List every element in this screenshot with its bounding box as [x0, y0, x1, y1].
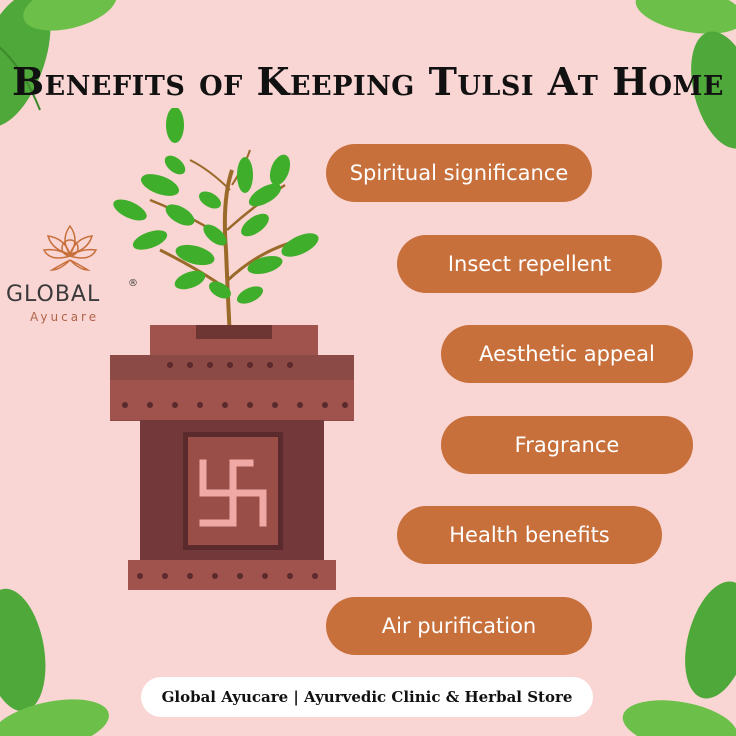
benefit-label: Aesthetic appeal [479, 342, 655, 366]
benefit-pill-spiritual: Spiritual significance [326, 144, 592, 202]
benefit-label: Air purification [381, 614, 537, 638]
benefit-label: Fragrance [514, 433, 620, 457]
benefit-pill-health: Health benefits [397, 506, 662, 564]
logo-registered-mark: ® [128, 278, 138, 289]
lotus-logo-icon [42, 224, 98, 271]
footer-text: Global Ayucare | Ayurvedic Clinic & Herb… [161, 688, 573, 706]
corner-leaf-icon [635, 0, 736, 149]
benefit-pill-insect: Insect repellent [397, 235, 662, 293]
planter-pot-icon [110, 325, 354, 590]
tulsi-plant-icon [113, 108, 319, 339]
benefit-pill-air: Air purification [326, 597, 592, 655]
benefit-label: Insect repellent [447, 252, 612, 276]
benefit-label: Spiritual significance [349, 161, 569, 185]
benefit-pill-aesthetic: Aesthetic appeal [441, 325, 693, 383]
corner-leaf-icon [622, 581, 736, 736]
logo-name: GLOBAL [6, 282, 101, 307]
logo-tagline: Ayucare [30, 310, 100, 324]
benefit-pill-fragrance: Fragrance [441, 416, 693, 474]
tulsi-planter-illustration [110, 108, 354, 590]
page-title: Benefits of Keeping Tulsi At Home [12, 59, 724, 104]
benefit-label: Health benefits [449, 523, 610, 547]
footer-banner: Global Ayucare | Ayurvedic Clinic & Herb… [141, 677, 593, 717]
corner-leaf-icon [0, 0, 117, 127]
swastika-icon [199, 459, 267, 527]
brand-logo: GLOBAL ® Ayucare [0, 220, 160, 330]
corner-leaf-icon [0, 588, 109, 736]
